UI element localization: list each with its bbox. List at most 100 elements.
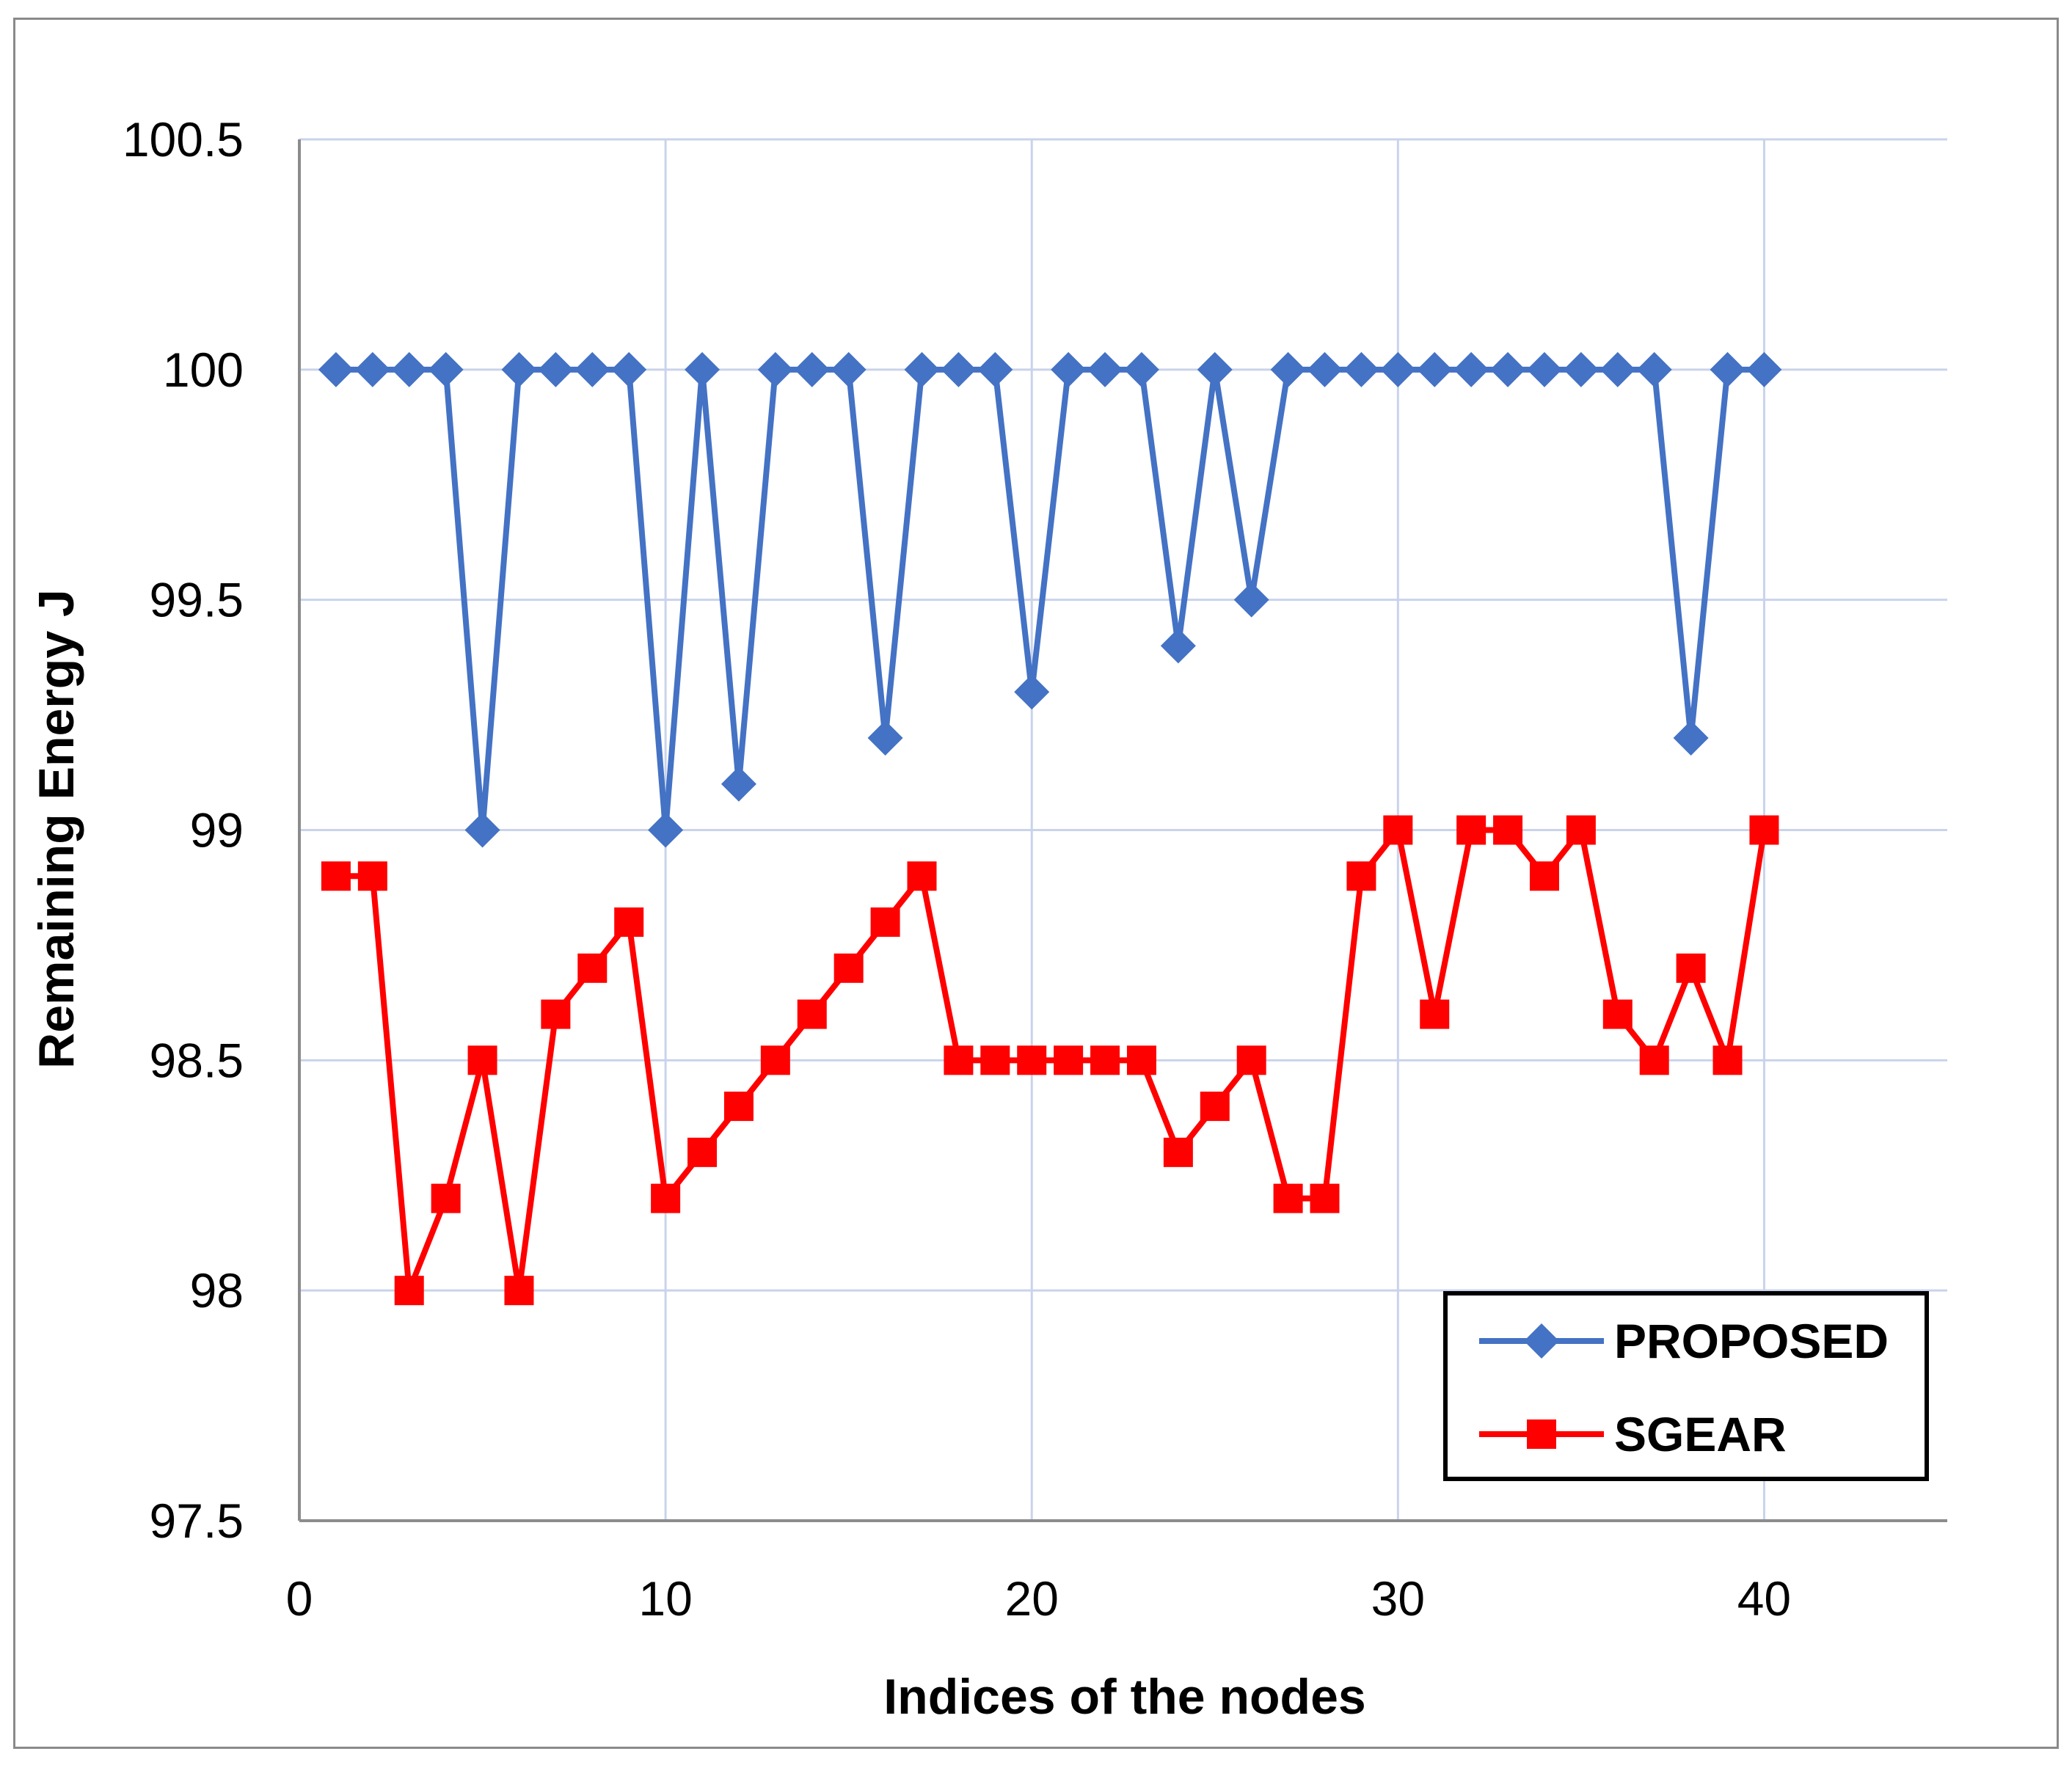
data-point-sgear (651, 1183, 681, 1213)
y-tick-label: 100 (163, 343, 244, 397)
data-point-sgear (1236, 1045, 1266, 1075)
data-point-sgear (907, 861, 937, 891)
data-point-sgear (1200, 1092, 1230, 1122)
data-point-sgear (1529, 861, 1559, 891)
y-tick-label: 99.5 (150, 573, 244, 627)
data-point-proposed (1197, 351, 1233, 387)
data-point-sgear (614, 907, 644, 938)
data-point-proposed (1746, 351, 1782, 387)
legend: PROPOSED SGEAR (1443, 1291, 1929, 1481)
data-point-proposed (354, 351, 390, 387)
data-point-sgear (577, 953, 608, 983)
data-point-proposed (831, 351, 867, 387)
data-point-proposed (574, 351, 610, 387)
data-point-proposed (1051, 351, 1087, 387)
data-point-sgear (760, 1045, 790, 1075)
data-point-proposed (428, 351, 464, 387)
data-point-sgear (1749, 815, 1779, 845)
data-point-sgear (797, 999, 827, 1029)
x-axis-title: Indices of the nodes (883, 1669, 1365, 1725)
data-point-sgear (1054, 1045, 1084, 1075)
data-point-sgear (1017, 1045, 1047, 1075)
data-point-proposed (1380, 351, 1416, 387)
data-point-sgear (1712, 1045, 1743, 1075)
data-point-proposed (1417, 351, 1453, 387)
legend-item-proposed: PROPOSED (1479, 1314, 1889, 1368)
legend-box (1443, 1291, 1929, 1481)
data-point-sgear (1456, 815, 1486, 845)
y-tick-label: 98.5 (150, 1033, 244, 1087)
data-point-sgear (357, 861, 387, 891)
x-tick-label: 30 (1371, 1571, 1425, 1626)
data-point-sgear (980, 1045, 1010, 1075)
data-point-proposed (1490, 351, 1526, 387)
data-point-proposed (1453, 351, 1489, 387)
data-point-proposed (1343, 351, 1379, 387)
data-point-proposed (1087, 351, 1123, 387)
data-point-sgear (1676, 953, 1706, 983)
data-point-sgear (1090, 1045, 1120, 1075)
data-point-proposed (611, 351, 647, 387)
x-tick-label: 40 (1737, 1571, 1791, 1626)
data-point-proposed (867, 720, 903, 756)
data-point-proposed (941, 351, 977, 387)
data-point-sgear (1126, 1045, 1156, 1075)
data-point-proposed (1673, 720, 1709, 756)
data-point-proposed (501, 351, 537, 387)
data-point-proposed (721, 766, 756, 802)
data-point-sgear (1383, 815, 1413, 845)
data-point-sgear (1602, 999, 1633, 1029)
y-tick-label: 98 (190, 1263, 244, 1318)
data-point-sgear (467, 1045, 497, 1075)
series-proposed (318, 351, 1782, 848)
legend-item-sgear: SGEAR (1479, 1407, 1787, 1461)
legend-label: PROPOSED (1614, 1314, 1889, 1368)
data-point-sgear (1420, 999, 1450, 1029)
x-tick-label: 20 (1005, 1571, 1059, 1626)
data-point-proposed (1710, 351, 1745, 387)
data-point-sgear (504, 1276, 534, 1306)
legend-label: SGEAR (1614, 1407, 1787, 1461)
y-tick-label: 100.5 (123, 112, 244, 167)
data-point-proposed (685, 351, 721, 387)
data-point-proposed (648, 812, 684, 848)
data-point-sgear (1310, 1183, 1340, 1213)
data-point-sgear (944, 1045, 974, 1075)
data-point-proposed (1307, 351, 1343, 387)
data-point-sgear (687, 1137, 718, 1167)
data-point-proposed (464, 812, 500, 848)
legend-swatch-marker (1527, 1419, 1556, 1449)
data-point-sgear (431, 1183, 461, 1213)
data-point-sgear (833, 953, 864, 983)
data-point-sgear (394, 1276, 424, 1306)
data-point-proposed (794, 351, 830, 387)
data-point-proposed (1563, 351, 1599, 387)
data-point-proposed (757, 351, 793, 387)
legend-swatch-marker (1524, 1323, 1559, 1359)
series (318, 351, 1782, 1306)
data-point-proposed (1160, 628, 1196, 664)
data-point-sgear (1639, 1045, 1669, 1075)
data-point-proposed (1270, 351, 1306, 387)
data-point-proposed (977, 351, 1013, 387)
series-line-proposed (335, 366, 1765, 833)
y-tick-label: 97.5 (150, 1494, 244, 1548)
data-point-proposed (1123, 351, 1159, 387)
series-line-sgear (335, 827, 1768, 1294)
data-point-proposed (1599, 351, 1635, 387)
data-point-proposed (538, 351, 574, 387)
data-point-proposed (904, 351, 940, 387)
data-point-sgear (541, 999, 571, 1029)
data-point-proposed (1636, 351, 1672, 387)
data-point-sgear (1163, 1137, 1193, 1167)
y-tick-label: 99 (190, 803, 244, 858)
data-point-proposed (1526, 351, 1562, 387)
data-point-sgear (1346, 861, 1376, 891)
tick-labels: 97.5 98 98.5 99 99.5 100 100.5 0 10 20 30 40 (123, 112, 1791, 1626)
axes (298, 139, 1947, 1522)
series-sgear (321, 815, 1779, 1306)
data-point-proposed (391, 351, 427, 387)
data-point-sgear (870, 907, 900, 938)
data-point-sgear (1566, 815, 1596, 845)
y-axis-title: Remaining Energy J (29, 589, 84, 1069)
